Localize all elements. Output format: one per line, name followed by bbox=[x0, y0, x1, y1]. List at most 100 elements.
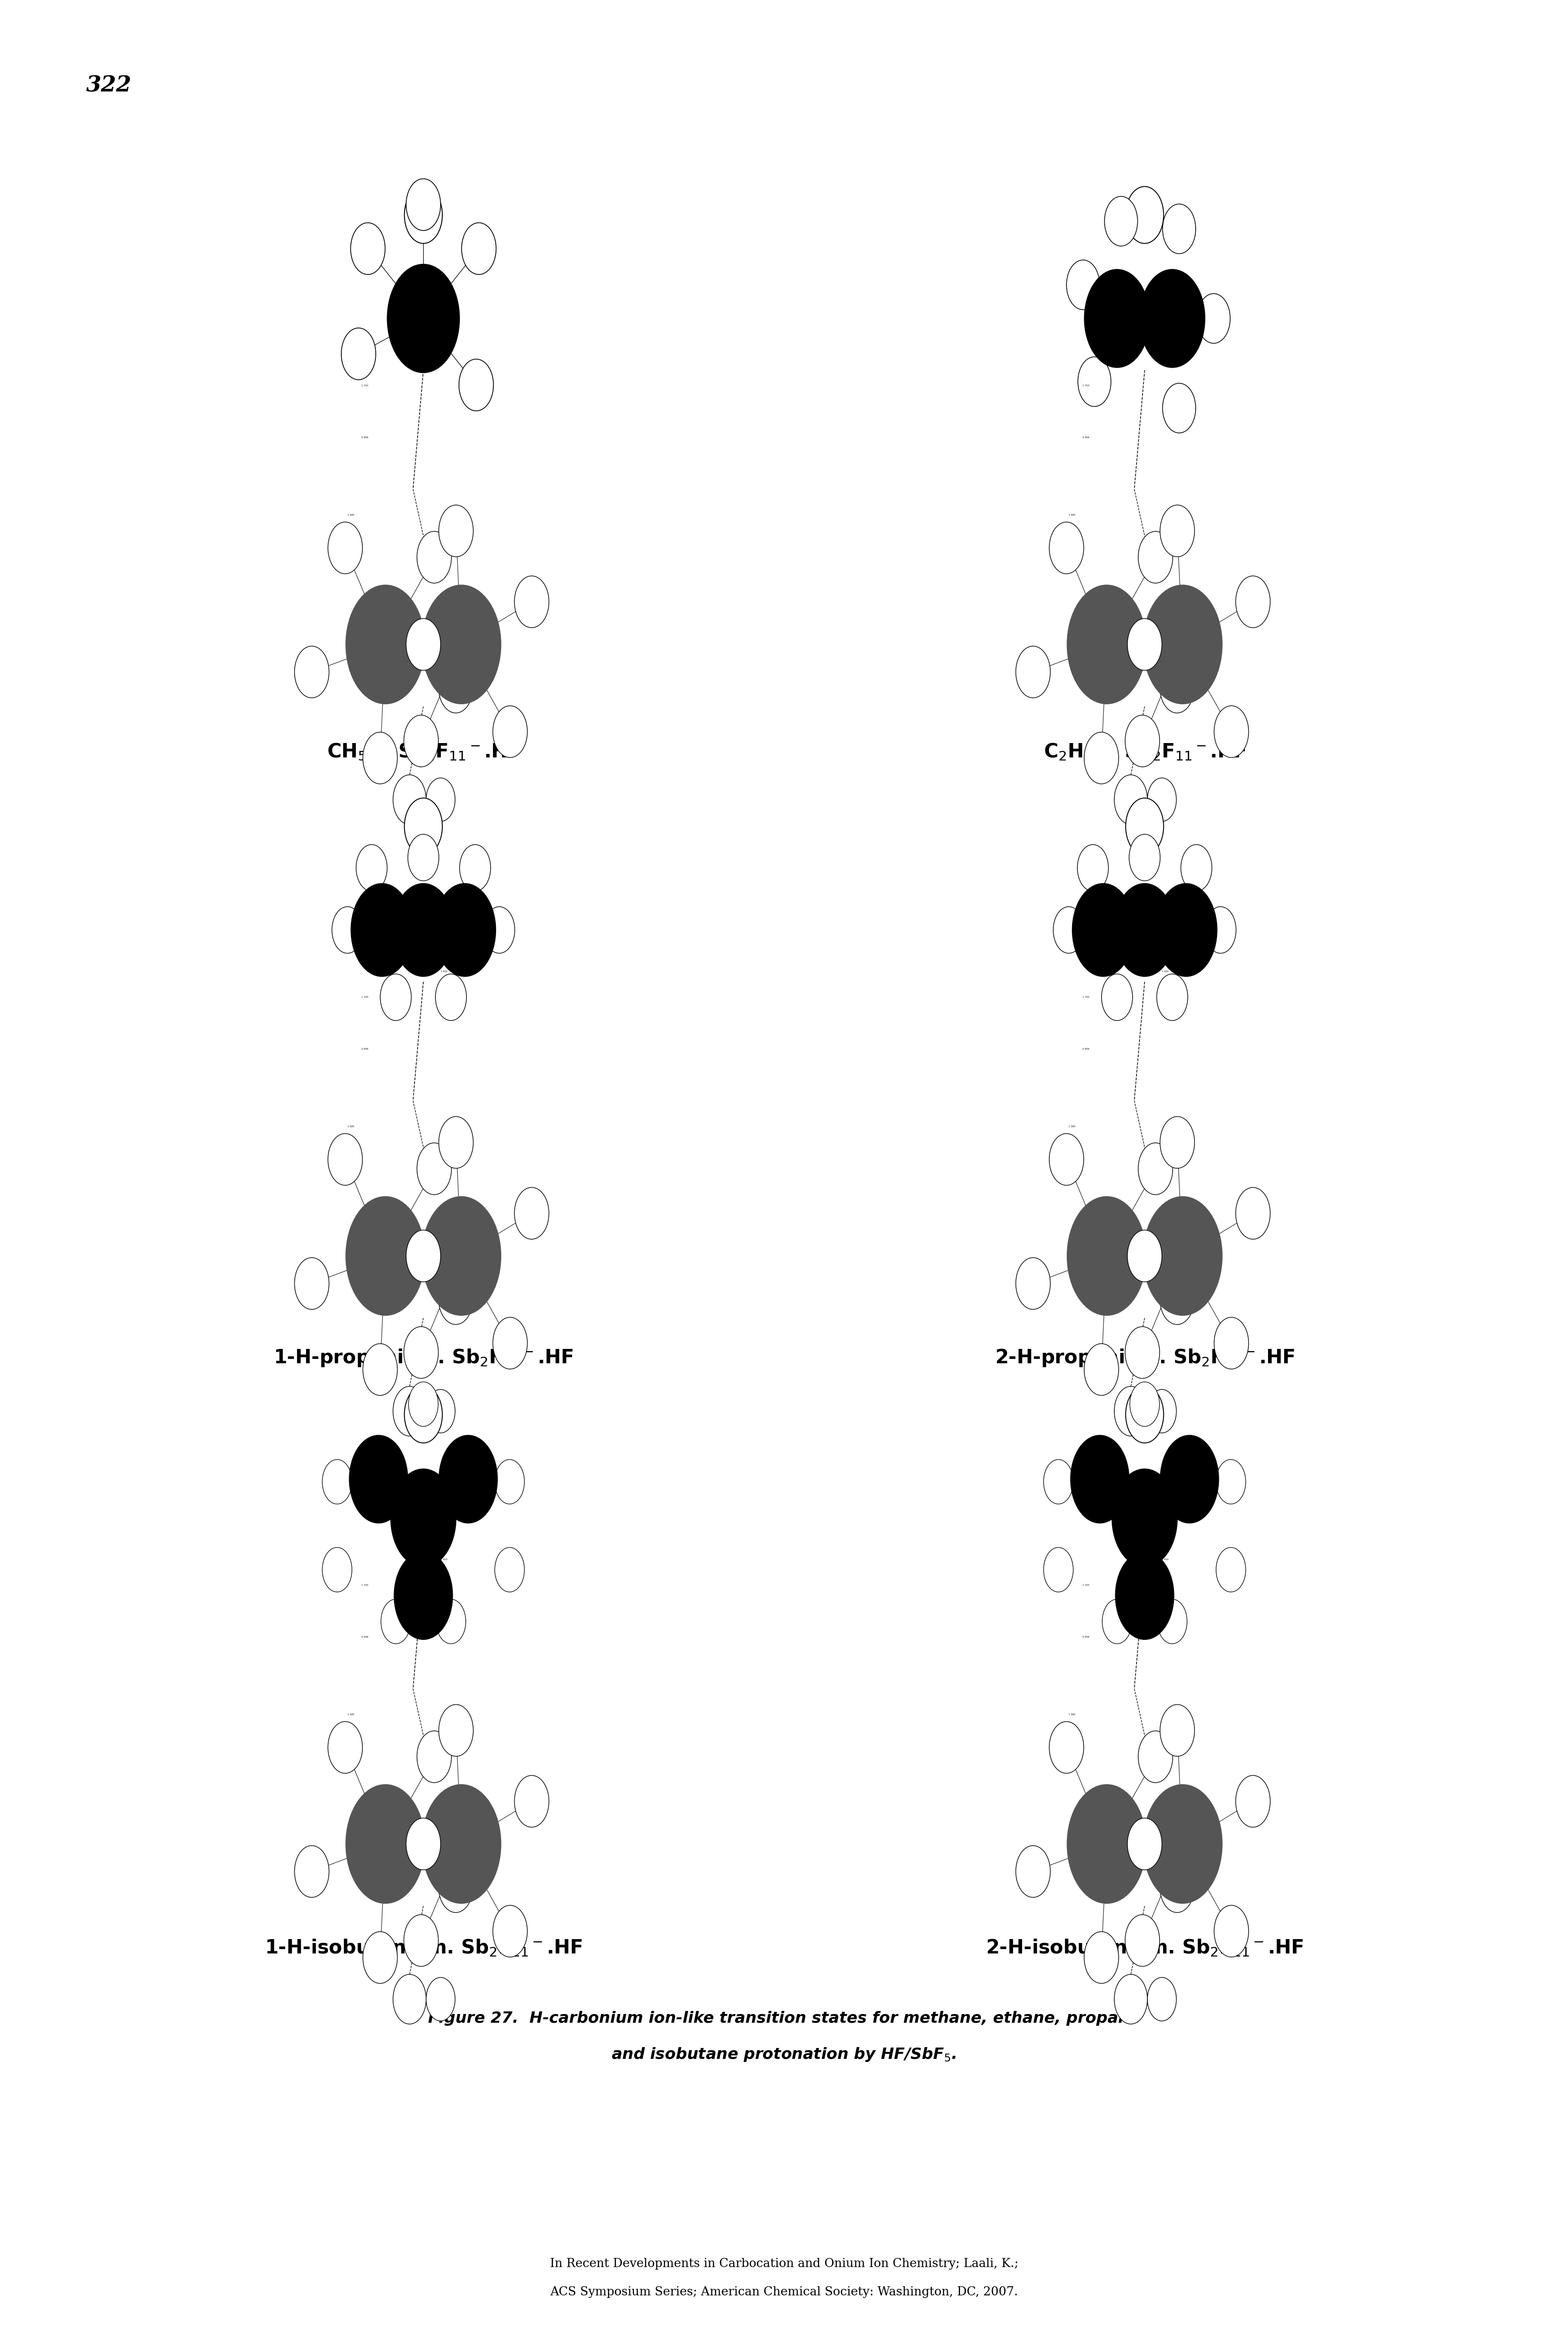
Circle shape bbox=[1160, 506, 1195, 557]
Circle shape bbox=[362, 1931, 397, 1983]
Circle shape bbox=[1126, 1915, 1160, 1966]
Circle shape bbox=[1138, 1143, 1173, 1195]
Circle shape bbox=[439, 1705, 474, 1757]
Circle shape bbox=[370, 1790, 405, 1842]
Circle shape bbox=[1104, 195, 1138, 247]
Circle shape bbox=[381, 974, 411, 1021]
Circle shape bbox=[439, 1272, 474, 1324]
Circle shape bbox=[439, 1117, 474, 1169]
Circle shape bbox=[1236, 576, 1270, 628]
Circle shape bbox=[1091, 590, 1126, 642]
Circle shape bbox=[1066, 586, 1146, 703]
Circle shape bbox=[370, 590, 405, 642]
Circle shape bbox=[1157, 1599, 1187, 1644]
Circle shape bbox=[1196, 294, 1231, 343]
Circle shape bbox=[417, 1143, 452, 1195]
Circle shape bbox=[514, 1188, 549, 1240]
Circle shape bbox=[406, 619, 441, 670]
Circle shape bbox=[1148, 1390, 1176, 1432]
Circle shape bbox=[381, 1599, 411, 1644]
Circle shape bbox=[436, 1599, 466, 1644]
Circle shape bbox=[295, 1258, 329, 1310]
Circle shape bbox=[1115, 1973, 1148, 2025]
Text: CH$_5$$^+$. Sb$_2$F$_{11}$$^-$.HF: CH$_5$$^+$. Sb$_2$F$_{11}$$^-$.HF bbox=[328, 741, 519, 762]
Text: Figure 27.  H-carbonium ion-like transition states for methane, ethane, propane: Figure 27. H-carbonium ion-like transiti… bbox=[428, 2011, 1140, 2025]
Circle shape bbox=[417, 532, 452, 583]
Circle shape bbox=[408, 835, 439, 882]
Circle shape bbox=[1217, 1548, 1245, 1592]
Circle shape bbox=[362, 731, 397, 783]
Circle shape bbox=[1148, 1978, 1176, 2020]
Text: 1-H-proponium. Sb$_2$F$_{11}$$^-$.HF: 1-H-proponium. Sb$_2$F$_{11}$$^-$.HF bbox=[273, 1348, 574, 1369]
Circle shape bbox=[390, 1468, 456, 1566]
Circle shape bbox=[405, 1327, 439, 1378]
Text: ACS Symposium Series; American Chemical Society: Washington, DC, 2007.: ACS Symposium Series; American Chemical … bbox=[550, 2286, 1018, 2298]
Circle shape bbox=[394, 1385, 426, 1437]
Circle shape bbox=[362, 1343, 397, 1395]
Circle shape bbox=[342, 327, 376, 379]
Circle shape bbox=[1083, 1343, 1118, 1395]
Circle shape bbox=[1113, 884, 1176, 976]
Circle shape bbox=[405, 186, 442, 245]
Circle shape bbox=[1102, 1599, 1132, 1644]
Circle shape bbox=[1126, 1385, 1163, 1444]
Circle shape bbox=[351, 223, 386, 275]
Circle shape bbox=[1214, 706, 1248, 757]
Circle shape bbox=[439, 661, 474, 713]
Circle shape bbox=[347, 1197, 425, 1315]
Circle shape bbox=[495, 1548, 524, 1592]
Circle shape bbox=[492, 1317, 527, 1369]
Circle shape bbox=[1127, 619, 1162, 670]
Circle shape bbox=[439, 506, 474, 557]
Circle shape bbox=[514, 576, 549, 628]
Circle shape bbox=[1143, 1785, 1223, 1903]
Circle shape bbox=[426, 1978, 455, 2020]
Circle shape bbox=[1091, 1790, 1126, 1842]
Circle shape bbox=[1083, 731, 1118, 783]
Circle shape bbox=[485, 908, 514, 953]
Circle shape bbox=[1016, 1258, 1051, 1310]
Circle shape bbox=[1085, 270, 1149, 367]
Circle shape bbox=[1214, 1905, 1248, 1957]
Circle shape bbox=[1160, 1272, 1195, 1324]
Text: 322: 322 bbox=[86, 75, 132, 96]
Circle shape bbox=[422, 586, 502, 703]
Circle shape bbox=[1115, 1385, 1148, 1437]
Circle shape bbox=[1066, 261, 1099, 310]
Circle shape bbox=[1162, 205, 1196, 254]
Circle shape bbox=[1077, 844, 1109, 891]
Circle shape bbox=[1214, 1317, 1248, 1369]
Circle shape bbox=[406, 179, 441, 230]
Circle shape bbox=[394, 774, 426, 826]
Circle shape bbox=[1054, 908, 1085, 953]
Circle shape bbox=[1162, 383, 1196, 433]
Circle shape bbox=[406, 1818, 441, 1870]
Text: In Recent Developments in Carbocation and Onium Ion Chemistry; Laali, K.;: In Recent Developments in Carbocation an… bbox=[550, 2258, 1018, 2270]
Circle shape bbox=[426, 779, 455, 821]
Circle shape bbox=[332, 908, 364, 953]
Circle shape bbox=[439, 1860, 474, 1912]
Circle shape bbox=[417, 1731, 452, 1783]
Circle shape bbox=[405, 1385, 442, 1444]
Text: C$_2$H$_7$$^+$. Sb$_2$F$_{11}$$^-$.HF: C$_2$H$_7$$^+$. Sb$_2$F$_{11}$$^-$.HF bbox=[1044, 741, 1245, 762]
Circle shape bbox=[1160, 661, 1195, 713]
Circle shape bbox=[1115, 774, 1148, 826]
Circle shape bbox=[1157, 974, 1189, 1021]
Circle shape bbox=[434, 884, 495, 976]
Circle shape bbox=[350, 1435, 408, 1524]
Circle shape bbox=[492, 1905, 527, 1957]
Circle shape bbox=[394, 1552, 453, 1639]
Circle shape bbox=[1206, 908, 1236, 953]
Circle shape bbox=[1071, 1435, 1129, 1524]
Circle shape bbox=[295, 647, 329, 699]
Text: 2-H-isobutonium. Sb$_2$F$_{11}$$^-$.HF: 2-H-isobutonium. Sb$_2$F$_{11}$$^-$.HF bbox=[986, 1938, 1303, 1957]
Circle shape bbox=[370, 1202, 405, 1254]
Circle shape bbox=[1091, 1202, 1126, 1254]
Circle shape bbox=[1160, 1435, 1218, 1524]
Circle shape bbox=[514, 1776, 549, 1828]
Circle shape bbox=[436, 974, 467, 1021]
Circle shape bbox=[1073, 884, 1134, 976]
Circle shape bbox=[1077, 358, 1112, 407]
Circle shape bbox=[1143, 586, 1223, 703]
Circle shape bbox=[426, 1390, 455, 1432]
